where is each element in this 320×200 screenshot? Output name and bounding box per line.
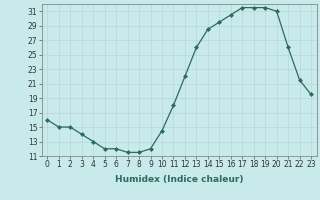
X-axis label: Humidex (Indice chaleur): Humidex (Indice chaleur)	[115, 175, 244, 184]
